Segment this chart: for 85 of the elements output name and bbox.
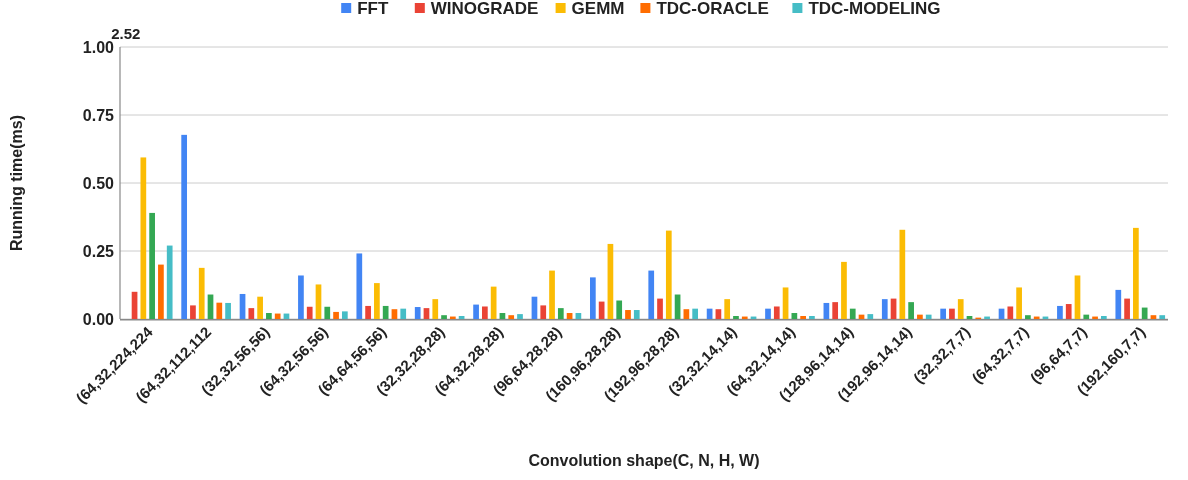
bar <box>490 286 497 319</box>
bar <box>940 308 947 319</box>
bar <box>1083 314 1090 319</box>
bar <box>867 314 874 319</box>
bar <box>216 302 223 319</box>
bar <box>266 313 272 319</box>
bar <box>400 308 407 319</box>
y-tick-label: 0.50 <box>82 174 115 192</box>
bar <box>925 314 932 319</box>
bar <box>140 157 147 319</box>
bar <box>248 308 255 319</box>
bar <box>1150 315 1157 319</box>
bar <box>1025 315 1031 319</box>
bar <box>849 308 856 319</box>
bar <box>198 267 205 319</box>
bar <box>773 306 780 319</box>
bar <box>800 316 806 319</box>
bar <box>648 270 655 319</box>
bar <box>257 296 263 319</box>
bar <box>549 270 555 319</box>
bar <box>1115 289 1122 319</box>
bar <box>899 229 906 319</box>
bar <box>589 277 596 319</box>
bar <box>341 311 348 319</box>
bar <box>432 299 439 319</box>
bar <box>1124 298 1130 319</box>
y-tick-label: 0.75 <box>82 106 115 124</box>
legend-label: TDC-MODELING <box>808 0 941 18</box>
bar <box>625 310 631 319</box>
bar <box>482 306 488 319</box>
bar <box>557 308 564 319</box>
bar <box>365 305 371 319</box>
bar <box>1159 315 1166 319</box>
bar <box>374 283 380 319</box>
legend-label: GEMM <box>571 0 625 18</box>
bar <box>724 299 731 319</box>
bar <box>441 315 447 319</box>
bar <box>306 306 313 319</box>
bar <box>298 275 304 319</box>
bar <box>809 316 815 319</box>
bar <box>166 245 173 319</box>
legend-label: WINOGRADE <box>430 0 539 18</box>
bar <box>1141 307 1148 319</box>
bar <box>1057 305 1063 319</box>
legend-label: TDC-ORACLE <box>656 0 769 18</box>
bar <box>633 310 640 319</box>
bar <box>508 315 515 319</box>
bar <box>665 230 672 319</box>
bar <box>957 299 964 319</box>
bar <box>324 306 331 319</box>
bar <box>181 134 188 319</box>
bar <box>1133 227 1139 319</box>
bar <box>1100 316 1107 319</box>
bar <box>473 304 479 319</box>
bar <box>657 298 663 319</box>
bar <box>616 300 623 319</box>
bar <box>733 316 739 319</box>
bar <box>517 314 523 319</box>
bar <box>881 299 888 319</box>
x-axis-title: Convolution shape(C, N, H, W) <box>528 452 760 469</box>
y-axis-title: Running time(ms) <box>8 115 25 251</box>
bar <box>149 212 155 319</box>
bar <box>158 264 164 319</box>
bar <box>1007 306 1014 319</box>
bar <box>841 261 847 319</box>
bar <box>949 308 955 319</box>
bar <box>382 305 389 319</box>
bar <box>540 305 547 319</box>
bar <box>225 302 231 319</box>
bar <box>190 305 196 319</box>
bar <box>832 302 839 319</box>
bar <box>333 311 339 319</box>
y-tick-label: 0.25 <box>82 242 115 260</box>
bar <box>356 253 363 319</box>
bar <box>791 313 798 319</box>
bar <box>414 307 421 319</box>
bar <box>908 302 914 319</box>
bar <box>1065 304 1072 319</box>
bar <box>917 314 923 319</box>
bar <box>692 308 699 319</box>
legend-label: FFT <box>357 0 389 18</box>
bar <box>765 308 771 319</box>
bar <box>1016 287 1022 319</box>
y-tick-label: 0.00 <box>82 310 115 328</box>
bar <box>274 313 281 319</box>
